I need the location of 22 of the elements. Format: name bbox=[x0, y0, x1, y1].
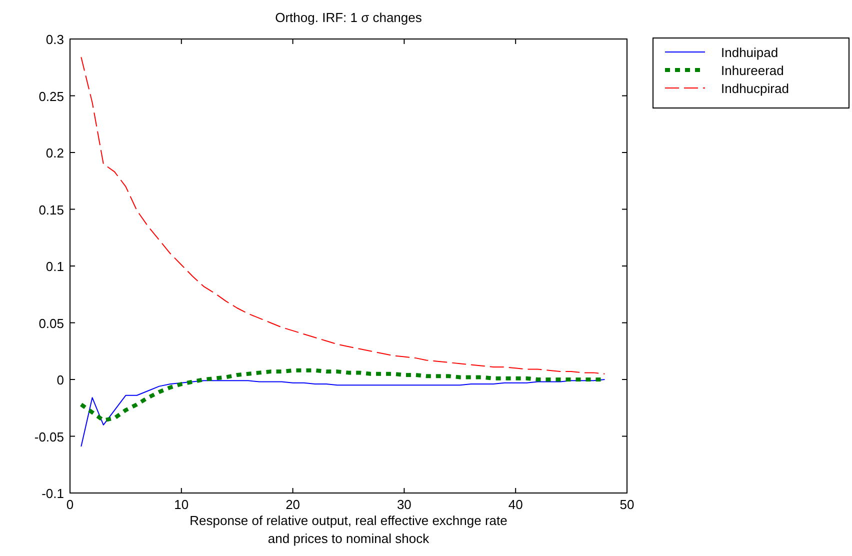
legend-label: Indhuipad bbox=[721, 45, 778, 60]
y-tick-label: 0.1 bbox=[46, 259, 64, 274]
y-tick-label: 0.2 bbox=[46, 146, 64, 160]
x-tick-label: 30 bbox=[396, 497, 412, 512]
y-tick-label: 0.25 bbox=[38, 88, 64, 104]
y-tick-label: 0.15 bbox=[38, 202, 64, 218]
x-tick-label: 0 bbox=[66, 497, 74, 512]
y-tick-label: 0.3 bbox=[46, 32, 64, 47]
y-tick-label: 0.05 bbox=[38, 316, 64, 331]
chart-title: Orthog. IRF: 1 σ changes bbox=[275, 10, 422, 25]
line-series bbox=[80, 56, 606, 374]
y-tick-label: 0 bbox=[56, 372, 64, 388]
line-series bbox=[80, 379, 606, 447]
y-tick-label: -0.1 bbox=[42, 486, 64, 501]
legend-label: Indhucpirad bbox=[721, 81, 789, 96]
legend-label: Inhureerad bbox=[721, 63, 784, 78]
x-tick-label: 20 bbox=[286, 497, 300, 512]
x-tick-label: 10 bbox=[174, 497, 189, 512]
y-tick-label: -0.05 bbox=[34, 429, 64, 444]
x-axis-title: Response of relative output, real effective exchnge rate and prices to nominal shock bbox=[190, 513, 508, 546]
x-tick-label: 40 bbox=[508, 497, 523, 512]
x-tick-label: 50 bbox=[620, 497, 634, 512]
